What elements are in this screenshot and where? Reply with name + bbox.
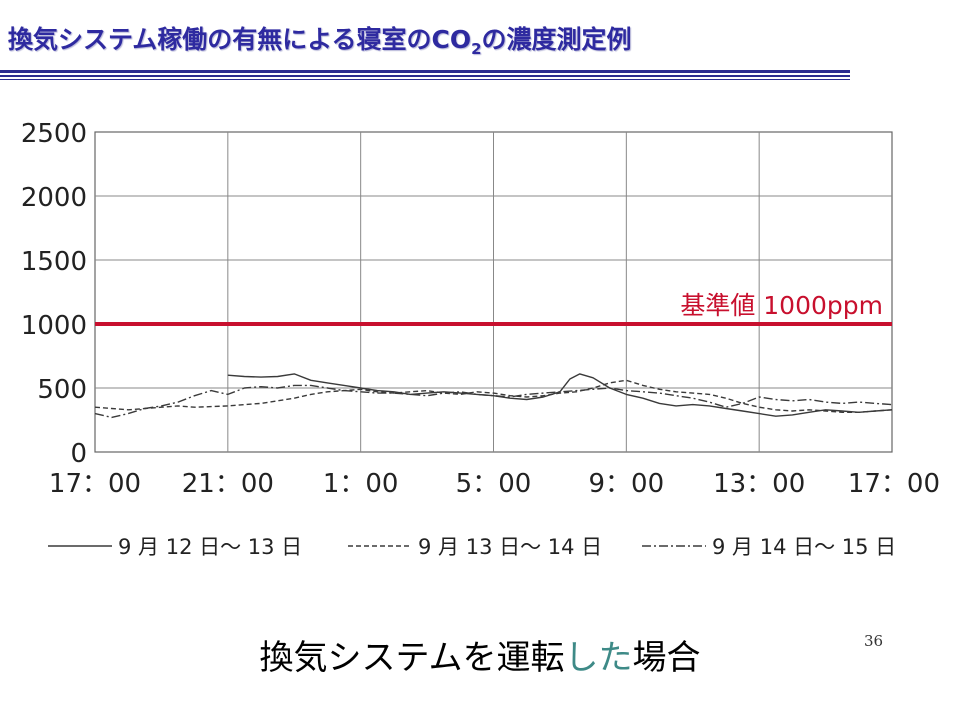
x-tick-label-2: 1：00: [323, 469, 399, 499]
caption-text-highlight: した: [564, 638, 633, 678]
slide-title-end: の濃度測定例: [481, 25, 632, 54]
series-line-3: [94, 384, 893, 419]
slide-title-main: 換気システム稼働の有無による寝室のCO: [8, 25, 472, 54]
y-tick-label-2000: 2000: [21, 183, 87, 213]
chart-legend: 9 月 12 日〜 13 日 9 月 13 日〜 14 日 9 月 14 日〜 15…: [48, 535, 896, 559]
caption-text-after: 場合: [632, 638, 701, 678]
x-axis-ticks: 17：00 21：00 1：00 5：00 9：00 13：00 17：00: [49, 469, 940, 499]
legend-label-1: 9 月 12 日〜 13 日: [118, 535, 302, 559]
x-tick-label-3: 5：00: [456, 469, 532, 499]
threshold-label: 基準値 1000ppm: [680, 291, 883, 320]
y-tick-label-500: 500: [37, 375, 87, 405]
chart-series: [94, 373, 893, 419]
x-tick-label-6: 17：00: [848, 469, 940, 499]
caption-text-before: 換気システムを運転: [259, 638, 565, 678]
y-tick-label-2500: 2500: [21, 119, 87, 149]
x-tick-label-1: 21：00: [182, 469, 274, 499]
legend-label-3: 9 月 14 日〜 15 日: [712, 535, 896, 559]
series-line-2: [94, 379, 893, 413]
x-tick-label-0: 17：00: [49, 469, 141, 499]
legend-label-2: 9 月 13 日〜 14 日: [418, 535, 602, 559]
title-underline: [0, 70, 850, 82]
slide-title-subscript: 2: [471, 40, 482, 58]
slide-title: 換気システム稼働の有無による寝室のCO2の濃度測定例: [8, 20, 632, 58]
slide-caption: 換気システムを運転した場合: [0, 630, 960, 679]
page-number: 36: [864, 632, 884, 650]
co2-line-chart: 0 500 1000 1500 2000 2500 17：00 21：00 1：00 5：00 9…: [21, 119, 940, 559]
x-tick-label-5: 13：00: [713, 469, 805, 499]
series-line-1: [227, 373, 893, 417]
y-axis-ticks: 0 500 1000 1500 2000 2500: [21, 119, 87, 469]
y-tick-label-1500: 1500: [21, 247, 87, 277]
x-tick-label-4: 9：00: [589, 469, 665, 499]
y-tick-label-0: 0: [70, 439, 87, 469]
y-tick-label-1000: 1000: [21, 311, 87, 341]
